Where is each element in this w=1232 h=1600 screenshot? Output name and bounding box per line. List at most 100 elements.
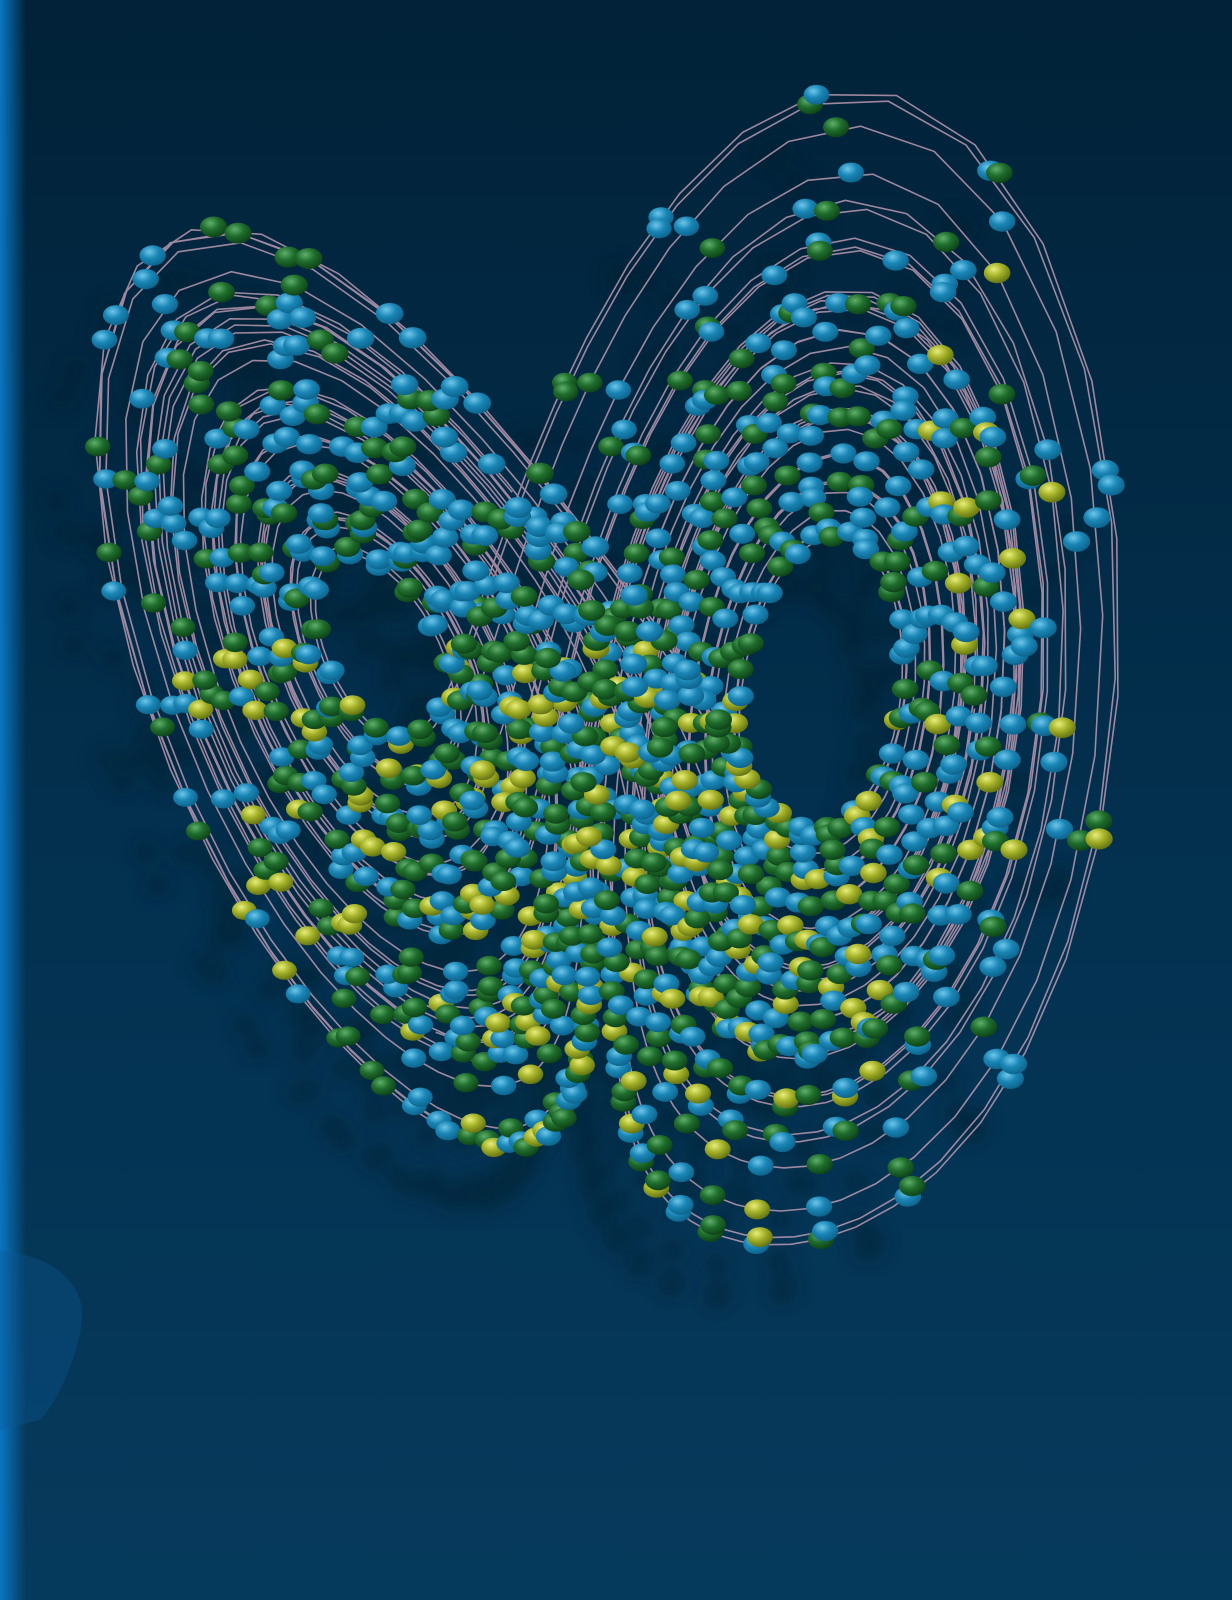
bead-blue (947, 802, 974, 823)
bead-olive (375, 758, 402, 779)
bead-shadow (766, 1209, 793, 1229)
bead-green (675, 949, 702, 970)
bead-green (844, 406, 871, 427)
bead-green (551, 1108, 577, 1128)
bead-blue (747, 1155, 774, 1176)
bead-green (891, 678, 919, 700)
bead-green (711, 508, 738, 529)
bead-green (303, 403, 331, 425)
bead-olive (697, 789, 724, 810)
bead-green (280, 274, 308, 296)
bead-blue (420, 759, 447, 780)
bead-olive (268, 872, 294, 892)
bead-blue (812, 1220, 839, 1242)
bead-blue (673, 659, 701, 681)
bead-olive (272, 960, 297, 980)
bead-olive (976, 771, 1004, 793)
bead-green (787, 1011, 814, 1032)
bead-shadow (496, 1099, 522, 1118)
bead-blue (390, 374, 419, 396)
bead-blue (646, 218, 672, 239)
bead-blue (500, 936, 527, 956)
bead-shadow (707, 1282, 733, 1302)
bead-blue (233, 419, 260, 440)
bead-blue (979, 956, 1007, 977)
bead-green (737, 633, 764, 654)
bead-shadow (110, 773, 135, 791)
bead-green (503, 630, 530, 652)
bead-green (705, 709, 732, 730)
bead-blue (233, 783, 259, 803)
bead-blue (744, 1079, 771, 1100)
bead-shadow (721, 320, 748, 340)
bead-blue (295, 644, 322, 665)
bead-shadow (301, 831, 327, 851)
bead-shadow (367, 1143, 393, 1162)
bead-blue (504, 497, 532, 518)
bead-shadow (1023, 586, 1050, 607)
bead-blue (907, 459, 935, 480)
bead-blue (443, 980, 469, 1000)
bead-blue (653, 973, 680, 994)
bead-blue (443, 961, 469, 982)
bead-blue (679, 1026, 706, 1047)
bead-blue (296, 434, 323, 455)
bead-blue (558, 713, 585, 734)
bead-blue (204, 508, 231, 528)
bead-shadow (627, 1250, 654, 1270)
bead-shadow (61, 637, 87, 655)
bead-olive (859, 1060, 886, 1082)
bead-green (819, 839, 846, 860)
bead-blue (893, 441, 920, 463)
bead-blue (101, 581, 127, 601)
bead-shadow (660, 1240, 686, 1260)
bead-green (192, 670, 218, 690)
bead-olive (772, 994, 799, 1015)
bead-blue (849, 507, 877, 528)
bead-olive (860, 862, 887, 884)
bead-blue (285, 533, 312, 554)
bead-green (398, 947, 424, 967)
bead-blue (716, 830, 743, 851)
bead-blue (470, 910, 496, 931)
bead-blue (436, 864, 462, 885)
bead-olive (620, 1071, 647, 1091)
bead-green (930, 843, 958, 864)
bead-shadow (410, 1071, 435, 1090)
bead-green (200, 216, 227, 238)
bead-green (902, 854, 930, 876)
bead-green (145, 454, 172, 475)
bead-blue (993, 509, 1021, 530)
bead-green (510, 586, 538, 607)
bead-blue (338, 762, 365, 783)
bead-olive (704, 1139, 731, 1160)
bead-green (450, 633, 478, 654)
bead-blue (901, 831, 928, 852)
bead-green (767, 556, 794, 577)
bead-olive (360, 837, 386, 857)
bead-shadow (206, 931, 231, 950)
bead-green (861, 1018, 889, 1039)
bead-blue (645, 493, 671, 514)
bead-shadow (207, 893, 233, 912)
bead-green (640, 852, 667, 873)
bead-blue (102, 305, 129, 326)
bead-blue (989, 676, 1017, 698)
bead-blue (855, 913, 882, 935)
bead-green (795, 1084, 822, 1105)
bead-blue (347, 327, 375, 349)
bead-green (345, 967, 371, 987)
bead-shadow (53, 524, 79, 544)
bead-olive (246, 875, 272, 896)
bead-blue (693, 842, 720, 863)
bead-olive (983, 262, 1011, 284)
bead-blue (700, 470, 727, 491)
bead-olive (525, 1026, 551, 1046)
bead-green (827, 817, 854, 839)
bead-blue (825, 293, 852, 313)
bead-shadow (634, 355, 660, 374)
bead-blue (806, 1196, 833, 1217)
bead-olive (505, 699, 532, 720)
bead-blue (132, 269, 159, 290)
